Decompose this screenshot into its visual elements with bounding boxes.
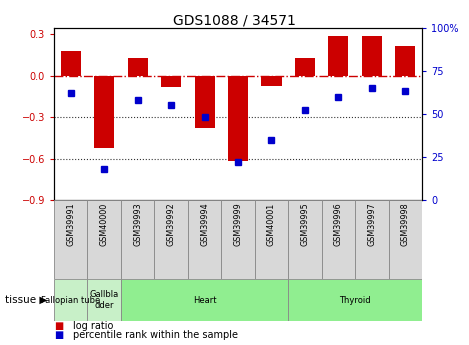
Text: ■: ■	[54, 330, 63, 339]
Bar	[195, 76, 215, 128]
Text: GSM40000: GSM40000	[99, 203, 109, 246]
Bar	[128, 58, 148, 76]
Bar	[322, 200, 355, 279]
Bar	[228, 76, 248, 161]
Bar	[154, 200, 188, 279]
Text: GSM39993: GSM39993	[133, 203, 142, 246]
Bar	[288, 200, 322, 279]
Text: GSM39999: GSM39999	[234, 203, 242, 246]
Bar	[54, 279, 87, 321]
Text: GSM39992: GSM39992	[166, 203, 175, 246]
Text: GSM39995: GSM39995	[301, 203, 310, 246]
Bar	[61, 51, 81, 76]
Bar	[328, 36, 348, 76]
Text: GSM39996: GSM39996	[334, 203, 343, 246]
Bar	[362, 36, 382, 76]
Bar	[54, 200, 87, 279]
Bar	[355, 200, 389, 279]
Bar	[121, 200, 154, 279]
Bar	[295, 58, 315, 76]
Bar	[261, 76, 281, 86]
Bar	[87, 279, 121, 321]
Bar	[221, 200, 255, 279]
Text: tissue ▶: tissue ▶	[5, 295, 47, 305]
Text: percentile rank within the sample: percentile rank within the sample	[73, 330, 238, 339]
Bar	[87, 200, 121, 279]
Text: GSM39991: GSM39991	[66, 203, 75, 246]
Text: GSM39998: GSM39998	[401, 203, 410, 246]
Text: GSM39997: GSM39997	[367, 203, 377, 246]
Bar	[288, 279, 422, 321]
Bar	[94, 76, 114, 148]
Text: ■: ■	[54, 321, 63, 331]
Bar	[188, 200, 221, 279]
Text: GDS1088 / 34571: GDS1088 / 34571	[173, 14, 296, 28]
Text: Fallopian tube: Fallopian tube	[41, 296, 100, 305]
Text: GSM40001: GSM40001	[267, 203, 276, 246]
Text: Thyroid: Thyroid	[340, 296, 371, 305]
Text: Heart: Heart	[193, 296, 216, 305]
Text: GSM39994: GSM39994	[200, 203, 209, 246]
Bar	[161, 76, 181, 87]
Bar	[389, 200, 422, 279]
Bar	[255, 200, 288, 279]
Text: log ratio: log ratio	[73, 321, 113, 331]
Bar	[395, 46, 416, 76]
Bar	[121, 279, 288, 321]
Text: Gallbla
dder: Gallbla dder	[90, 290, 119, 310]
